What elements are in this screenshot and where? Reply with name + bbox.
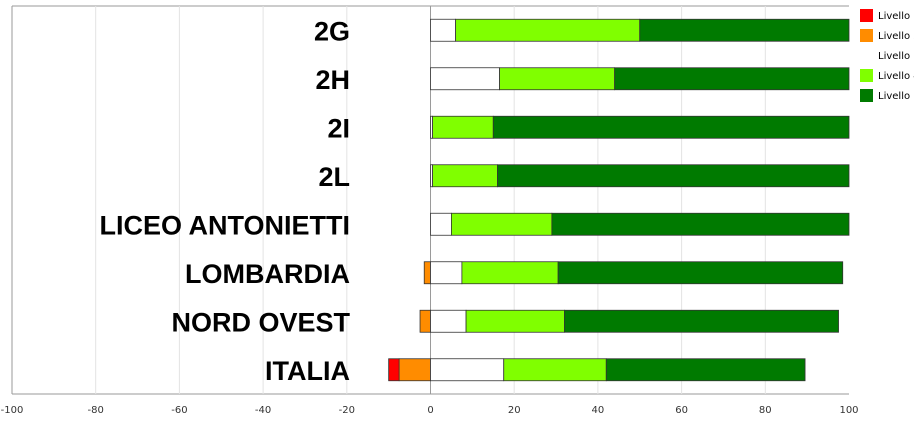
- bar-italia-livello-3: [430, 358, 505, 382]
- legend: Livello 1 Livello 2 Livello 3 Livello 4 Live…: [860, 9, 914, 102]
- bar-2h-livello-5: [614, 67, 850, 91]
- category-labels: 2G 2H 2I 2L LICEO ANTONIETTI LOMBARDIA NORD OV…: [99, 16, 350, 386]
- x-tick-label-20: 20: [508, 405, 521, 416]
- legend-swatch-livello-3: [860, 49, 873, 62]
- x-tick-label-40: -40: [255, 405, 271, 416]
- legend-swatch-livello-1: [860, 9, 873, 22]
- x-tick-label-60: -60: [171, 405, 187, 416]
- x-tick-label-0: 0: [427, 405, 433, 416]
- bar-2g-livello-5: [639, 18, 850, 42]
- bar-nord-ovest-livello-5: [564, 309, 839, 333]
- grid-lines: [11, 5, 849, 395]
- legend-label-livello-1: Livello 1: [878, 11, 914, 22]
- legend-label-livello-5: Livello 5: [878, 91, 914, 102]
- bar-lombardia-livello-5: [557, 261, 844, 285]
- category-label-italia: ITALIA: [265, 356, 350, 386]
- bar-italia-livello-5: [605, 358, 806, 382]
- category-label-2g: 2G: [314, 16, 350, 46]
- bar-italia-livello-2: [398, 358, 431, 382]
- x-tick-label-80: -80: [88, 405, 104, 416]
- x-tick-label-80: 80: [759, 405, 772, 416]
- category-label-nord-ovest: NORD OVEST: [171, 307, 350, 337]
- bar-2l-livello-5: [497, 164, 850, 188]
- bar-2g-livello-4: [455, 18, 641, 42]
- bar-liceo-antonietti-livello-4: [451, 212, 553, 236]
- category-label-liceo-antonietti: LICEO ANTONIETTI: [99, 210, 350, 240]
- bar-italia-livello-4: [503, 358, 607, 382]
- category-label-2i: 2I: [327, 113, 350, 143]
- category-label-2l: 2L: [318, 162, 350, 192]
- bar-lombardia-livello-2: [423, 261, 431, 285]
- bar-2h-livello-3: [430, 67, 500, 91]
- bar-2i-livello-4: [432, 115, 494, 139]
- bar-2l-livello-4: [432, 164, 498, 188]
- bar-nord-ovest-livello-2: [419, 309, 431, 333]
- bar-liceo-antonietti-livello-3: [430, 212, 452, 236]
- bar-segments: [388, 18, 850, 382]
- legend-swatch-livello-4: [860, 69, 873, 82]
- bar-italia-livello-1: [388, 358, 400, 382]
- bar-lombardia-livello-4: [461, 261, 559, 285]
- x-tick-label-20: -20: [339, 405, 355, 416]
- category-label-2h: 2H: [315, 65, 350, 95]
- x-tick-label-60: 60: [675, 405, 688, 416]
- legend-label-livello-3: Livello 3: [878, 51, 914, 62]
- legend-swatch-livello-2: [860, 29, 873, 42]
- bar-lombardia-livello-3: [430, 261, 463, 285]
- legend-label-livello-4: Livello 4: [878, 71, 914, 82]
- bar-2g-livello-3: [430, 18, 457, 42]
- legend-swatch-livello-5: [860, 89, 873, 102]
- category-label-lombardia: LOMBARDIA: [185, 259, 350, 289]
- legend-label-livello-2: Livello 2: [878, 31, 914, 42]
- x-tick-label-100: -100: [1, 405, 24, 416]
- x-tick-label-40: 40: [592, 405, 605, 416]
- bar-nord-ovest-livello-3: [430, 309, 467, 333]
- bar-liceo-antonietti-livello-5: [551, 212, 850, 236]
- bar-2i-livello-5: [492, 115, 850, 139]
- x-axis-ticks: -100 -80 -60 -40 -20 0 20 40 60 80 100: [1, 405, 859, 416]
- x-tick-label-100: 100: [839, 405, 858, 416]
- bar-nord-ovest-livello-4: [465, 309, 565, 333]
- bar-2h-livello-4: [499, 67, 616, 91]
